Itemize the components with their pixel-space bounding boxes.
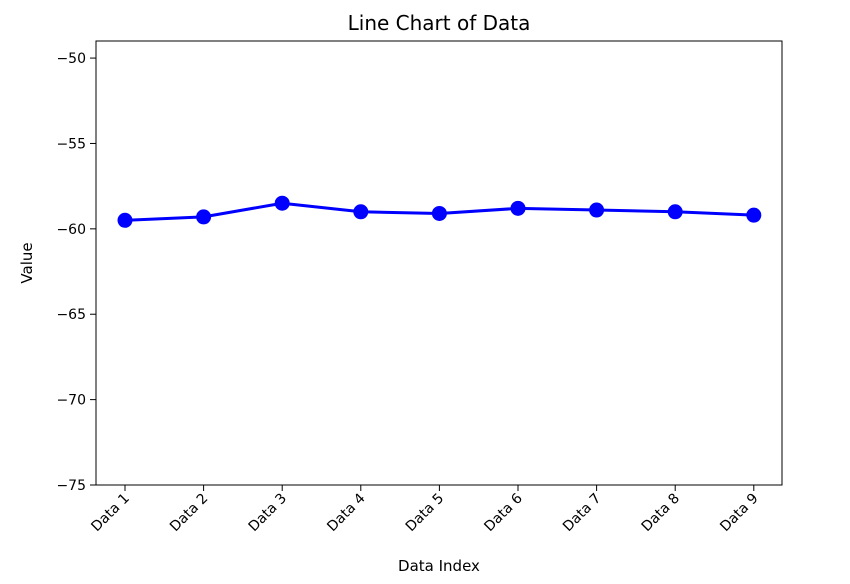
- data-point: [196, 209, 212, 225]
- data-point: [353, 204, 369, 220]
- y-tick-label: −60: [56, 222, 86, 238]
- data-point: [431, 205, 447, 221]
- x-tick-label: Data 4: [324, 490, 368, 534]
- y-axis: −75 −70 −65 −60 −55 −50: [56, 51, 96, 494]
- chart-title: Line Chart of Data: [348, 11, 531, 35]
- x-axis-label: Data Index: [398, 557, 480, 575]
- x-tick-label: Data 3: [246, 491, 290, 535]
- data-point: [510, 200, 526, 216]
- plot-frame: [95, 40, 783, 486]
- data-point: [589, 202, 605, 218]
- series-layer: [117, 195, 762, 228]
- x-tick-label: Data 7: [560, 491, 604, 535]
- y-tick-label: −75: [56, 478, 86, 494]
- x-tick-label: Data 5: [403, 491, 447, 535]
- y-tick-label: −70: [56, 393, 86, 409]
- x-tick-label: Data 2: [167, 491, 211, 535]
- data-point: [274, 195, 290, 211]
- x-tick-label: Data 1: [88, 491, 132, 535]
- y-axis-label: Value: [18, 242, 36, 283]
- x-tick-label: Data 6: [481, 490, 525, 534]
- data-point: [667, 204, 683, 220]
- y-tick-label: −50: [56, 51, 86, 67]
- x-tick-label: Data 9: [717, 491, 761, 535]
- x-axis: Data 1 Data 2 Data 3 Data 4 Data 5 Data 6 Data…: [88, 485, 762, 535]
- x-tick-label: Data 8: [639, 491, 683, 535]
- data-point: [117, 212, 133, 228]
- y-tick-label: −65: [56, 307, 86, 323]
- y-tick-label: −55: [56, 136, 86, 152]
- data-point: [746, 207, 762, 223]
